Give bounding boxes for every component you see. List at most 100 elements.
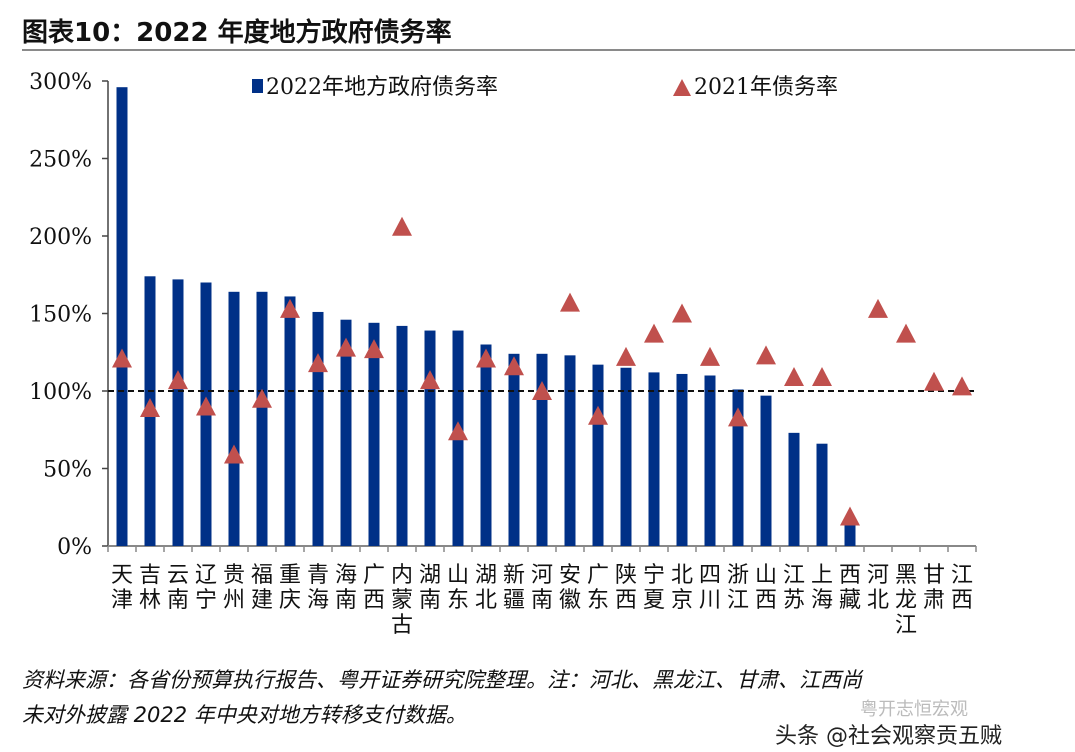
bar-上海 (816, 443, 828, 546)
x-label-福建: 福 (251, 563, 273, 588)
marker-北京 (672, 303, 692, 323)
marker-河北 (868, 298, 888, 318)
bar-青海 (312, 311, 324, 546)
x-label-四川: 川 (699, 588, 721, 613)
legend-bar-swatch (252, 79, 263, 93)
x-label-河南: 河 (531, 563, 553, 588)
bar-浙江 (732, 389, 744, 546)
footer-note: 未对外披露 2022 年中央对地方转移支付数据。 (22, 703, 467, 727)
x-label-甘肃: 甘 (923, 563, 945, 588)
bar-江苏 (788, 432, 800, 546)
marker-湖北 (476, 348, 496, 368)
marker-新疆 (504, 356, 524, 376)
x-label-河南: 南 (531, 588, 553, 613)
x-label-贵州: 州 (223, 588, 245, 613)
x-label-陕西: 陕 (615, 563, 637, 588)
marker-上海 (812, 367, 832, 387)
x-label-海南: 海 (335, 563, 357, 588)
x-label-新疆: 新 (503, 563, 525, 588)
marker-宁夏 (644, 323, 664, 343)
x-label-内蒙古: 古 (391, 613, 413, 638)
x-label-西藏: 藏 (839, 588, 861, 613)
x-label-吉林: 林 (139, 588, 161, 613)
x-label-江苏: 苏 (783, 588, 805, 613)
legend-bar-label: 2022年地方政府债务率 (266, 75, 498, 100)
x-label-山东: 东 (447, 588, 469, 613)
bar-湖南 (424, 330, 436, 546)
x-label-广西: 广 (363, 563, 385, 588)
x-label-青海: 青 (307, 563, 329, 588)
x-label-黑龙江: 龙 (895, 588, 917, 613)
bar-河南 (536, 353, 548, 546)
bar-宁夏 (648, 372, 660, 546)
bar-新疆 (508, 353, 520, 546)
x-label-重庆: 庆 (279, 588, 301, 613)
x-label-江西: 西 (951, 588, 973, 613)
marker-广东 (588, 405, 608, 425)
x-label-辽宁: 宁 (195, 588, 217, 613)
y-tick-label: 100% (29, 380, 92, 405)
bar-海南 (340, 319, 352, 546)
marker-广西 (364, 339, 384, 359)
marker-福建 (252, 388, 272, 408)
marker-甘肃 (924, 371, 944, 391)
legend-triangle-swatch (673, 79, 691, 96)
marker-安徽 (560, 292, 580, 312)
marker-山西 (756, 345, 776, 365)
x-label-山西: 山 (755, 563, 777, 588)
x-label-贵州: 贵 (223, 563, 245, 588)
x-label-河北: 河 (867, 563, 889, 588)
x-label-北京: 京 (671, 588, 693, 613)
marker-浙江 (728, 407, 748, 427)
bar-四川 (704, 375, 716, 546)
bar-山西 (760, 395, 772, 546)
title-divider (22, 49, 1075, 51)
marker-湖南 (420, 370, 440, 390)
bar-陕西 (620, 367, 632, 546)
x-label-北京: 北 (671, 563, 693, 588)
x-label-上海: 海 (811, 588, 833, 613)
x-label-安徽: 徽 (559, 588, 581, 613)
marker-云南 (168, 370, 188, 390)
marker-辽宁 (196, 396, 216, 416)
y-tick-label: 50% (43, 458, 92, 483)
x-label-青海: 海 (307, 588, 329, 613)
y-tick-label: 300% (29, 70, 92, 95)
x-label-天津: 天 (111, 563, 133, 588)
x-label-云南: 南 (167, 588, 189, 613)
bar-贵州 (228, 291, 240, 546)
x-label-辽宁: 辽 (195, 563, 217, 588)
x-label-重庆: 重 (279, 563, 301, 588)
y-tick-label: 250% (29, 148, 92, 173)
x-label-广东: 东 (587, 588, 609, 613)
x-label-湖南: 南 (419, 588, 441, 613)
marker-江苏 (784, 367, 804, 387)
bar-天津 (116, 87, 128, 546)
watermark: 头条 @社会观察贡五贼 (775, 724, 1002, 749)
marker-海南 (336, 337, 356, 357)
x-label-甘肃: 肃 (923, 588, 945, 613)
x-label-陕西: 西 (615, 588, 637, 613)
bar-广西 (368, 322, 380, 546)
marker-江西 (952, 376, 972, 396)
x-label-四川: 四 (699, 563, 721, 588)
bar-安徽 (564, 355, 576, 546)
x-label-新疆: 疆 (503, 588, 525, 613)
x-label-广东: 广 (587, 563, 609, 588)
bar-北京 (676, 373, 688, 546)
x-label-宁夏: 宁 (643, 563, 665, 588)
bar-西藏 (844, 524, 856, 546)
marker-贵州 (224, 444, 244, 464)
x-label-山东: 山 (447, 563, 469, 588)
x-label-湖北: 湖 (475, 563, 497, 588)
y-tick-label: 0% (57, 535, 92, 560)
marker-吉林 (140, 398, 160, 418)
marker-西藏 (840, 506, 860, 526)
x-label-湖南: 湖 (419, 563, 441, 588)
bar-湖北 (480, 344, 492, 546)
marker-河南 (532, 381, 552, 400)
bar-内蒙古 (396, 325, 408, 546)
marker-黑龙江 (896, 323, 916, 343)
x-label-江西: 江 (951, 563, 973, 588)
